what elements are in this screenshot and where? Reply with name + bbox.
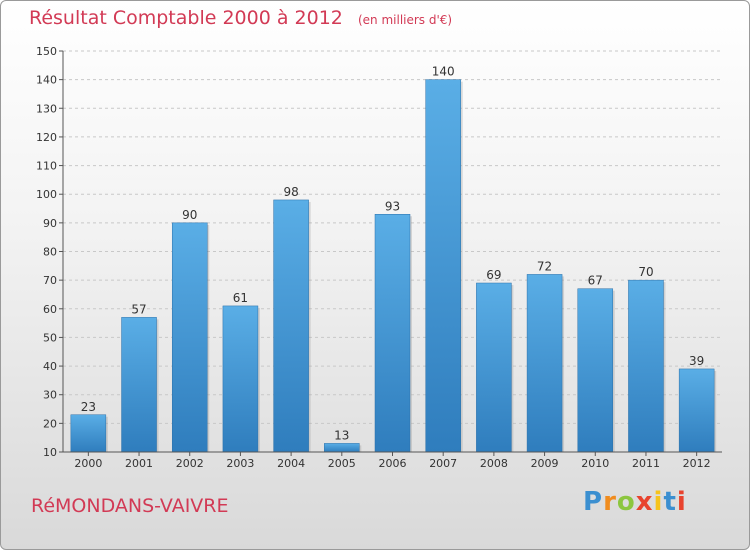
data-label: 72 (537, 259, 552, 273)
y-tick-label: 100 (36, 188, 57, 201)
brand-letter: r (603, 487, 617, 517)
data-label: 23 (81, 400, 96, 414)
x-tick-label: 2000 (74, 457, 102, 470)
y-tick-label: 20 (43, 417, 57, 430)
brand-logo: Proxiti (583, 487, 687, 517)
data-label: 69 (486, 268, 501, 282)
y-tick-label: 60 (43, 303, 57, 316)
data-label: 39 (689, 354, 704, 368)
brand-letter: x (635, 487, 654, 517)
data-label: 61 (233, 291, 248, 305)
bar-2003 (222, 305, 259, 453)
bar-2000 (70, 414, 107, 453)
data-label: 140 (432, 65, 455, 79)
data-label: 67 (588, 274, 603, 288)
data-label: 57 (131, 302, 146, 316)
y-tick-label: 50 (43, 331, 57, 344)
x-tick-label: 2009 (531, 457, 559, 470)
x-tick-label: 2002 (176, 457, 204, 470)
bar-2010 (577, 288, 614, 453)
brand-letter: i (653, 487, 664, 517)
bar-2001 (121, 317, 157, 453)
x-tick-label: 2006 (379, 457, 407, 470)
commune-name: RéMONDANS-VAIVRE (31, 495, 229, 517)
bar-2008 (476, 282, 512, 453)
bar-2007 (425, 79, 461, 453)
title-row: Résultat Comptable 2000 à 2012 (en milli… (29, 7, 452, 29)
bar-2009 (526, 274, 563, 453)
bar-2005 (324, 443, 360, 453)
x-tick-label: 2001 (125, 457, 153, 470)
x-tick-label: 2011 (632, 457, 660, 470)
x-tick-label: 2012 (683, 457, 711, 470)
bar-2011 (628, 279, 664, 453)
x-tick-label: 2010 (581, 457, 609, 470)
bar-2004 (273, 199, 309, 453)
brand-letter: o (616, 487, 636, 517)
x-tick-label: 2007 (429, 457, 457, 470)
data-label: 98 (283, 185, 298, 199)
data-label: 13 (334, 428, 349, 442)
bar-2012 (678, 368, 715, 453)
x-tick-label: 2004 (277, 457, 305, 470)
y-tick-label: 90 (43, 217, 57, 230)
x-tick-label: 2005 (328, 457, 356, 470)
bar-2002 (171, 222, 208, 453)
y-tick-label: 110 (36, 160, 57, 173)
chart-subtitle: (en milliers d'€) (357, 13, 453, 27)
brand-letter: P (583, 487, 604, 517)
y-tick-label: 150 (36, 45, 57, 58)
bars: 23 57 90 61 98 13 93 140 69 72 67 70 39 (70, 65, 717, 453)
y-tick-label: 130 (36, 102, 57, 115)
data-label: 90 (182, 208, 197, 222)
data-label: 93 (385, 199, 400, 213)
x-tick-label: 2008 (480, 457, 508, 470)
axes: 10 20 30 40 50 60 70 80 90 100 110 120 130 140 150 2000… (36, 45, 722, 470)
x-tick-label: 2003 (226, 457, 254, 470)
y-tick-label: 80 (43, 246, 57, 259)
chart-title: Résultat Comptable 2000 à 2012 (29, 7, 343, 29)
y-tick-label: 140 (36, 74, 57, 87)
y-tick-label: 30 (43, 389, 57, 402)
y-tick-label: 120 (36, 131, 57, 144)
y-tick-label: 40 (43, 360, 57, 373)
brand-letter: t (663, 487, 677, 517)
brand-letter: i (676, 487, 687, 517)
data-label: 70 (638, 265, 653, 279)
y-tick-label: 70 (43, 274, 57, 287)
bar-2006 (374, 214, 411, 453)
y-tick-label: 10 (43, 446, 57, 459)
